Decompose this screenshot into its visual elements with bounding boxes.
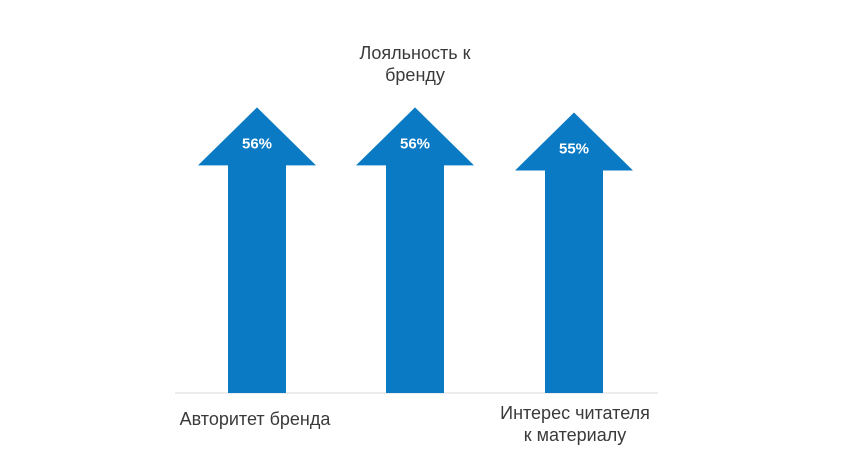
value-label: 55%	[559, 141, 589, 158]
arrow-bar	[515, 112, 633, 393]
value-label: 56%	[242, 135, 272, 152]
category-label: Авторитет бренда	[179, 409, 331, 429]
arrow-bar	[356, 107, 474, 394]
arrow-bar	[198, 107, 316, 394]
category-label: Лояльность к бренду	[359, 43, 471, 85]
category-label: Интерес читателя к материалу	[500, 403, 650, 445]
value-label: 56%	[400, 135, 430, 152]
